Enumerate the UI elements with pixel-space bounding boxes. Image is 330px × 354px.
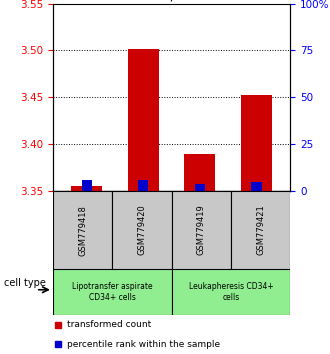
Text: percentile rank within the sample: percentile rank within the sample bbox=[67, 340, 220, 349]
Text: GSM779421: GSM779421 bbox=[256, 205, 265, 256]
Bar bbox=[112, 191, 172, 269]
Text: GSM779420: GSM779420 bbox=[137, 205, 147, 256]
Bar bbox=[53, 269, 172, 315]
Bar bbox=[251, 182, 262, 191]
Text: cell type: cell type bbox=[4, 278, 46, 288]
Bar bbox=[71, 187, 102, 191]
Bar bbox=[82, 180, 92, 191]
Bar bbox=[241, 96, 272, 191]
Text: GSM779418: GSM779418 bbox=[78, 205, 87, 256]
Bar bbox=[53, 191, 112, 269]
Bar bbox=[231, 191, 290, 269]
Text: Lipotransfer aspirate
CD34+ cells: Lipotransfer aspirate CD34+ cells bbox=[72, 282, 152, 302]
Bar bbox=[184, 154, 215, 191]
Bar bbox=[172, 269, 290, 315]
Bar bbox=[138, 180, 148, 191]
Bar bbox=[172, 191, 231, 269]
Title: GDS4079 / 8177403: GDS4079 / 8177403 bbox=[104, 0, 239, 2]
Bar bbox=[128, 48, 159, 191]
Text: transformed count: transformed count bbox=[67, 320, 151, 329]
Text: Leukapheresis CD34+
cells: Leukapheresis CD34+ cells bbox=[189, 282, 273, 302]
Text: GSM779419: GSM779419 bbox=[197, 205, 206, 256]
Bar bbox=[195, 184, 205, 191]
